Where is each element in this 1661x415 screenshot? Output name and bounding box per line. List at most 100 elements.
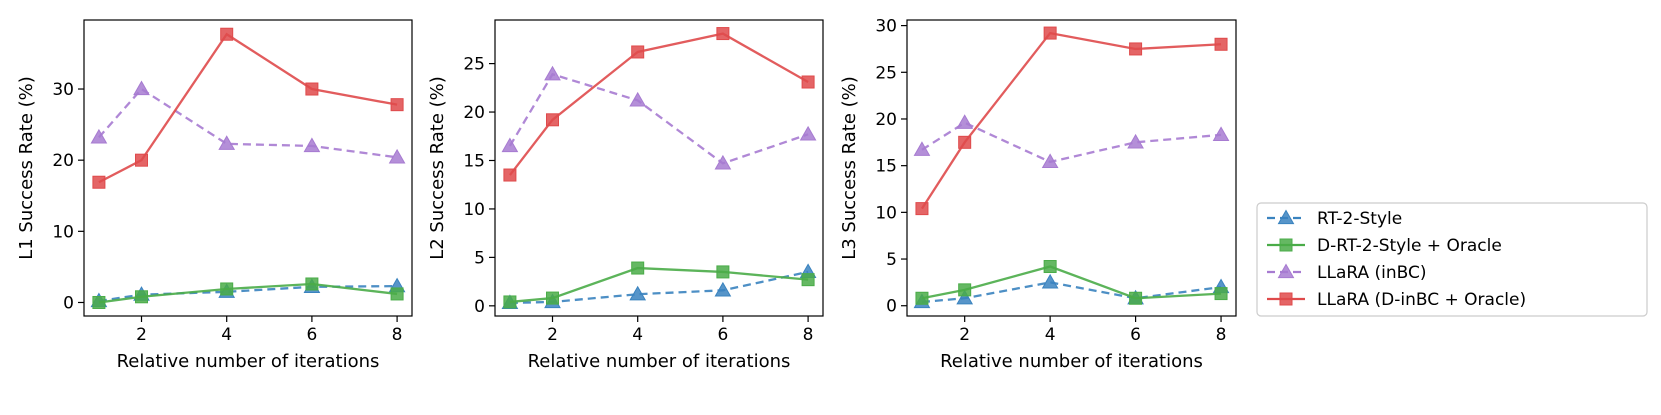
legend: RT-2-Style D-RT-2-Style + Oracle LLaRA (in… (1256, 202, 1648, 317)
data-point (1041, 273, 1059, 289)
x-tick-label: 6 (717, 325, 728, 345)
data-point (629, 91, 647, 107)
data-point (390, 287, 404, 301)
data-point (956, 114, 974, 129)
data-point (390, 98, 404, 112)
data-point (1212, 126, 1230, 141)
legend-marker (1279, 238, 1293, 252)
y-tick-label: 0 (63, 293, 74, 313)
y-tick-label: 20 (52, 151, 74, 171)
data-point (133, 80, 150, 96)
data-point (716, 265, 730, 279)
legend-marker (1279, 292, 1293, 306)
y-tick-label: 20 (875, 110, 897, 130)
data-point (305, 82, 319, 96)
axes-frame (906, 19, 1237, 317)
data-point (801, 273, 815, 287)
y-axis-label: L3 Success Rate (%) (839, 76, 860, 260)
axes-frame (83, 19, 413, 317)
x-tick-label: 8 (1216, 325, 1227, 345)
data-point (913, 141, 931, 156)
x-tick-label: 2 (547, 325, 558, 345)
data-point (1129, 42, 1143, 56)
data-point (90, 128, 108, 144)
x-tick-label: 6 (306, 325, 317, 345)
x-axis-label: Relative number of iterations (940, 351, 1203, 372)
data-point (801, 75, 815, 89)
series-line (508, 32, 809, 176)
x-tick-label: 2 (136, 325, 147, 345)
y-tick-label: 25 (463, 55, 485, 75)
axes-frame (494, 19, 824, 317)
data-point (958, 135, 972, 149)
x-tick-label: 4 (1045, 325, 1056, 345)
data-point (135, 153, 149, 167)
y-tick-label: 0 (886, 297, 897, 317)
x-tick-label: 4 (632, 325, 643, 345)
x-tick-label: 6 (1130, 325, 1141, 345)
data-point (1041, 153, 1059, 169)
series-line (921, 281, 1222, 304)
data-point (218, 135, 236, 150)
legend-label: RT-2-Style (1317, 209, 1402, 229)
data-point (915, 202, 929, 216)
data-point (220, 282, 234, 296)
data-point (92, 175, 106, 189)
y-tick-label: 15 (463, 151, 485, 171)
data-point (503, 295, 517, 309)
y-tick-label: 30 (52, 80, 74, 100)
x-tick-label: 2 (959, 325, 970, 345)
data-point (388, 148, 406, 164)
data-point (305, 277, 319, 291)
data-point (799, 125, 817, 141)
data-point (1129, 291, 1143, 305)
series-line (98, 284, 398, 303)
y-tick-label: 30 (875, 17, 897, 37)
y-tick-label: 10 (463, 200, 485, 220)
legend-label: LLaRA (inBC) (1317, 263, 1427, 283)
data-point (220, 27, 234, 41)
data-point (1043, 26, 1057, 40)
y-tick-label: 5 (886, 250, 897, 270)
data-point (546, 113, 560, 127)
legend-box (1256, 202, 1648, 317)
data-point (1043, 260, 1057, 274)
y-tick-label: 10 (875, 203, 897, 223)
data-point (503, 168, 517, 182)
data-point (135, 290, 149, 304)
x-tick-label: 4 (221, 325, 232, 345)
x-tick-label: 8 (392, 325, 403, 345)
subplot-l2: 0 5 10 15 20 25 2 4 6 8 Relative number of iterati… (427, 19, 824, 372)
subplot-l3: 0 5 10 15 20 25 30 2 4 6 8 Relative number of itera… (839, 17, 1237, 372)
series-line (98, 87, 398, 159)
data-point (915, 291, 929, 305)
data-point (92, 295, 106, 309)
y-tick-label: 15 (875, 157, 897, 177)
y-tick-label: 0 (474, 297, 485, 317)
y-tick-label: 10 (52, 222, 74, 242)
data-point (714, 154, 732, 170)
x-axis-label: Relative number of iterations (528, 351, 791, 372)
y-tick-label: 20 (463, 103, 485, 123)
legend-marker (1277, 209, 1295, 225)
data-point (501, 137, 519, 153)
x-tick-label: 8 (803, 325, 814, 345)
legend-marker (1277, 263, 1295, 279)
data-point (546, 291, 560, 305)
y-axis-label: L2 Success Rate (%) (427, 76, 448, 260)
x-axis-label: Relative number of iterations (117, 351, 380, 372)
data-point (956, 289, 974, 305)
subplot-l1: 0 10 20 30 2 4 6 8 Relative number of iterations… (16, 19, 413, 372)
data-point (631, 261, 645, 275)
data-point (716, 27, 730, 41)
data-point (303, 137, 321, 153)
data-point (544, 65, 561, 81)
series-line (509, 270, 809, 305)
y-tick-label: 25 (875, 63, 897, 83)
data-point (958, 283, 972, 297)
data-point (631, 45, 645, 59)
y-tick-label: 5 (474, 248, 485, 268)
legend-label: LLaRA (D-inBC + Oracle) (1317, 290, 1526, 310)
